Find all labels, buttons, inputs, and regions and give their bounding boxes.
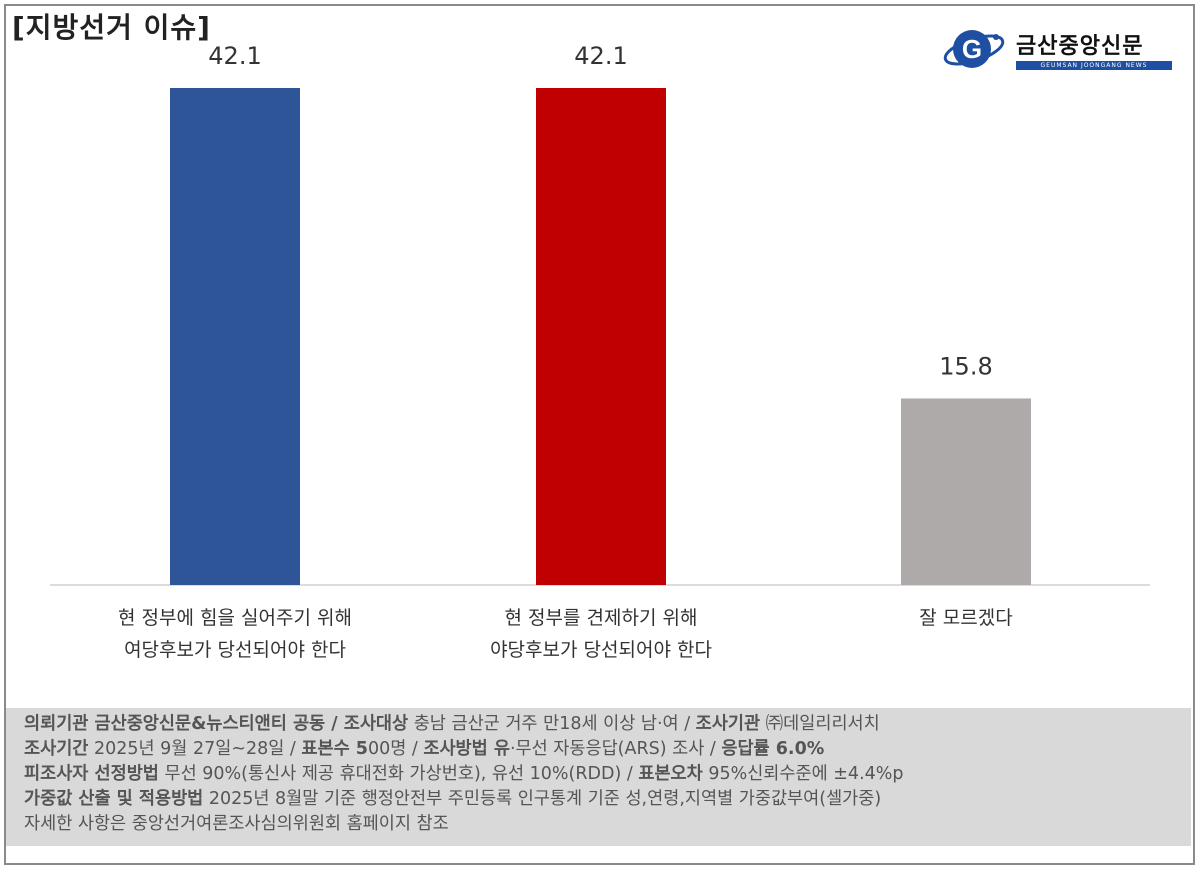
footer-label: 조사방법 유: [423, 739, 510, 759]
footer-label: 조사기관: [695, 714, 761, 734]
footer-value: 2025년 9월 27일~28일 /: [88, 739, 302, 759]
footer-value: 자세한 사항은 중앙선거여론조사심의위원회 홈페이지 참조: [24, 814, 449, 834]
footer-line-2: 조사기간 2025년 9월 27일~28일 / 표본수 500명 / 조사방법 …: [24, 737, 1191, 762]
footer-value: 2025년 8월말 기준 행정안전부 주민등록 인구통계 기준 성,연령,지역별…: [203, 789, 882, 809]
footer-line-3: 피조사자 선정방법 무선 90%(통신사 제공 휴대전화 가상번호), 유선 1…: [24, 762, 1191, 787]
data-label-1: 42.1: [208, 42, 261, 70]
page-title: [지방선거 이슈]: [12, 11, 211, 44]
footer-value: 무선 90%(통신사 제공 휴대전화 가상번호), 유선 10%(RDD) /: [158, 764, 639, 784]
footer-label: 가중값 산출 및 적용방법: [24, 789, 204, 809]
x-tick-label-line: 야당후보가 당선되어야 한다: [490, 639, 712, 661]
logo-name: 금산중앙신문: [1016, 34, 1144, 59]
footer-line-1: 의뢰기관 금산중앙신문&뉴스티앤티 공동 / 조사대상 충남 금산군 거주 만1…: [24, 712, 1191, 737]
footer-label: /: [325, 714, 344, 734]
survey-info-footer: 의뢰기관 금산중앙신문&뉴스티앤티 공동 / 조사대상 충남 금산군 거주 만1…: [6, 708, 1191, 846]
footer-label: 피조사자 선정방법: [24, 764, 159, 784]
bar-2: [536, 88, 666, 585]
footer-label: 응답률 6.0%: [721, 739, 825, 759]
footer-value: 충남 금산군 거주 만18세 이상 남·여 /: [408, 714, 696, 734]
footer-line-4: 가중값 산출 및 적용방법 2025년 8월말 기준 행정안전부 주민등록 인구…: [24, 787, 1191, 812]
x-tick-label-line: 여당후보가 당선되어야 한다: [124, 639, 346, 661]
footer-value: ㈜데일리리서치: [760, 714, 880, 734]
data-label-2: 42.1: [574, 42, 627, 70]
footer-label: 의뢰기관 금산중앙신문&뉴스티앤티 공동: [24, 714, 326, 734]
logo-subtitle: GEUMSAN JOONGANG NEWS: [1016, 61, 1172, 70]
footer-value: 95%신뢰수준에 ±4.4%p: [702, 764, 904, 784]
footer-value: ·무선 자동응답(ARS) 조사 /: [509, 739, 722, 759]
x-tick-label-3: 잘 모르겠다: [816, 602, 1116, 634]
data-label-3: 15.8: [939, 352, 992, 380]
footer-label: 조사기간: [24, 739, 89, 759]
bar-1: [170, 88, 300, 585]
logo: G 금산중앙신문 GEUMSAN JOONGANG NEWS: [942, 22, 1172, 76]
x-tick-label-line: 현 정부를 견제하기 위해: [504, 607, 698, 629]
x-tick-label-line: 잘 모르겠다: [919, 607, 1013, 629]
svg-text:G: G: [962, 34, 982, 64]
footer-line-5: 자세한 사항은 중앙선거여론조사심의위원회 홈페이지 참조: [24, 812, 1191, 837]
bar-3: [901, 398, 1031, 585]
bar-chart: 42.1 42.1 15.8: [50, 42, 1150, 586]
footer-label: 조사대상: [343, 714, 409, 734]
x-tick-label-line: 현 정부에 힘을 실어주기 위해: [118, 607, 352, 629]
footer-label: 표본오차: [638, 764, 703, 784]
footer-label: 표본수 5: [301, 739, 368, 759]
g-globe-logo-icon: G: [943, 30, 1005, 68]
footer-value: 00명 /: [367, 739, 424, 759]
